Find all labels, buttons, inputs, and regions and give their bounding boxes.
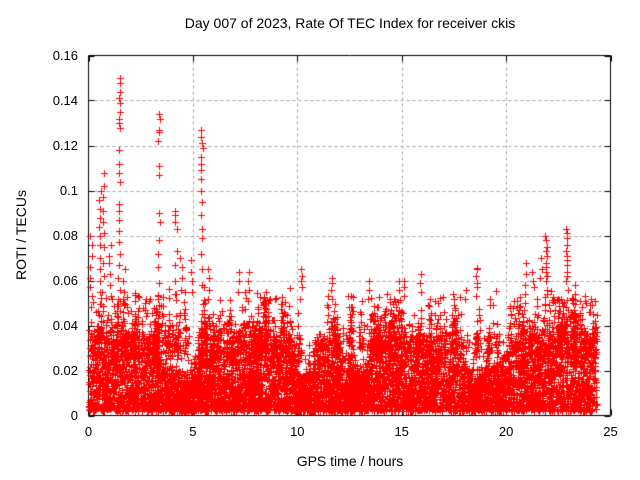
- x-tick-label: 10: [290, 424, 305, 439]
- x-tick-label: 25: [603, 424, 618, 439]
- y-tick-label: 0.12: [52, 137, 78, 153]
- y-tick-label: 0.08: [52, 227, 78, 243]
- y-tick-label: 0: [70, 407, 78, 423]
- y-tick-label: 0.16: [52, 47, 78, 63]
- x-tick-label: 15: [394, 424, 409, 439]
- y-tick-label: 0.1: [59, 182, 78, 198]
- x-axis-label: GPS time / hours: [296, 453, 404, 469]
- x-tick-label: 0: [84, 424, 93, 439]
- chart-title: Day 007 of 2023, Rate Of TEC Index for r…: [184, 15, 516, 31]
- y-tick-label: 0.02: [52, 362, 78, 378]
- y-tick-label: 0.14: [52, 92, 78, 108]
- y-tick-label: 0.06: [52, 272, 78, 288]
- x-tick-label: 5: [189, 424, 197, 439]
- x-tick-label: 20: [498, 424, 514, 439]
- y-tick-label: 0.04: [52, 317, 78, 333]
